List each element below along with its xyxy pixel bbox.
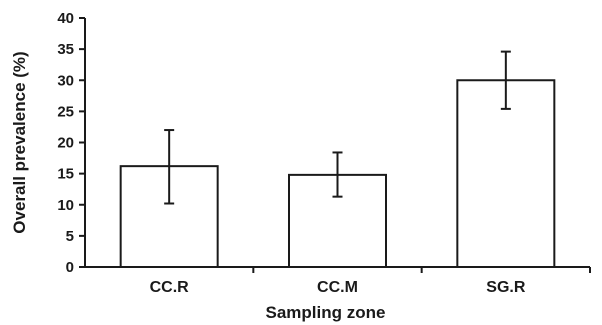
error-bar bbox=[164, 129, 175, 205]
y-tick-label: 15 bbox=[57, 166, 74, 183]
y-tick-label: 5 bbox=[66, 228, 74, 245]
y-tick-label: 30 bbox=[57, 72, 74, 89]
y-tick-label: 0 bbox=[66, 259, 74, 276]
bars bbox=[119, 50, 556, 268]
y-axis-label: Overall prevalence (%) bbox=[10, 51, 29, 233]
y-axis-ticks: 0 5 10 15 20 25 30 35 40 bbox=[57, 10, 85, 276]
x-axis-label: Sampling zone bbox=[266, 303, 386, 322]
x-axis-categories: CC.R CC.M SG.R bbox=[150, 267, 591, 296]
x-category-label: CC.M bbox=[317, 279, 358, 296]
x-category-label: SG.R bbox=[486, 279, 526, 296]
y-tick-label: 25 bbox=[57, 103, 74, 120]
x-category-label: CC.R bbox=[150, 279, 190, 296]
y-tick-label: 40 bbox=[57, 10, 74, 27]
error-bar bbox=[500, 50, 511, 110]
bar-sg-r bbox=[456, 79, 556, 268]
y-tick-label: 35 bbox=[57, 41, 74, 58]
y-tick-label: 10 bbox=[57, 197, 74, 214]
y-tick-label: 20 bbox=[57, 135, 74, 152]
error-bar bbox=[332, 151, 343, 198]
